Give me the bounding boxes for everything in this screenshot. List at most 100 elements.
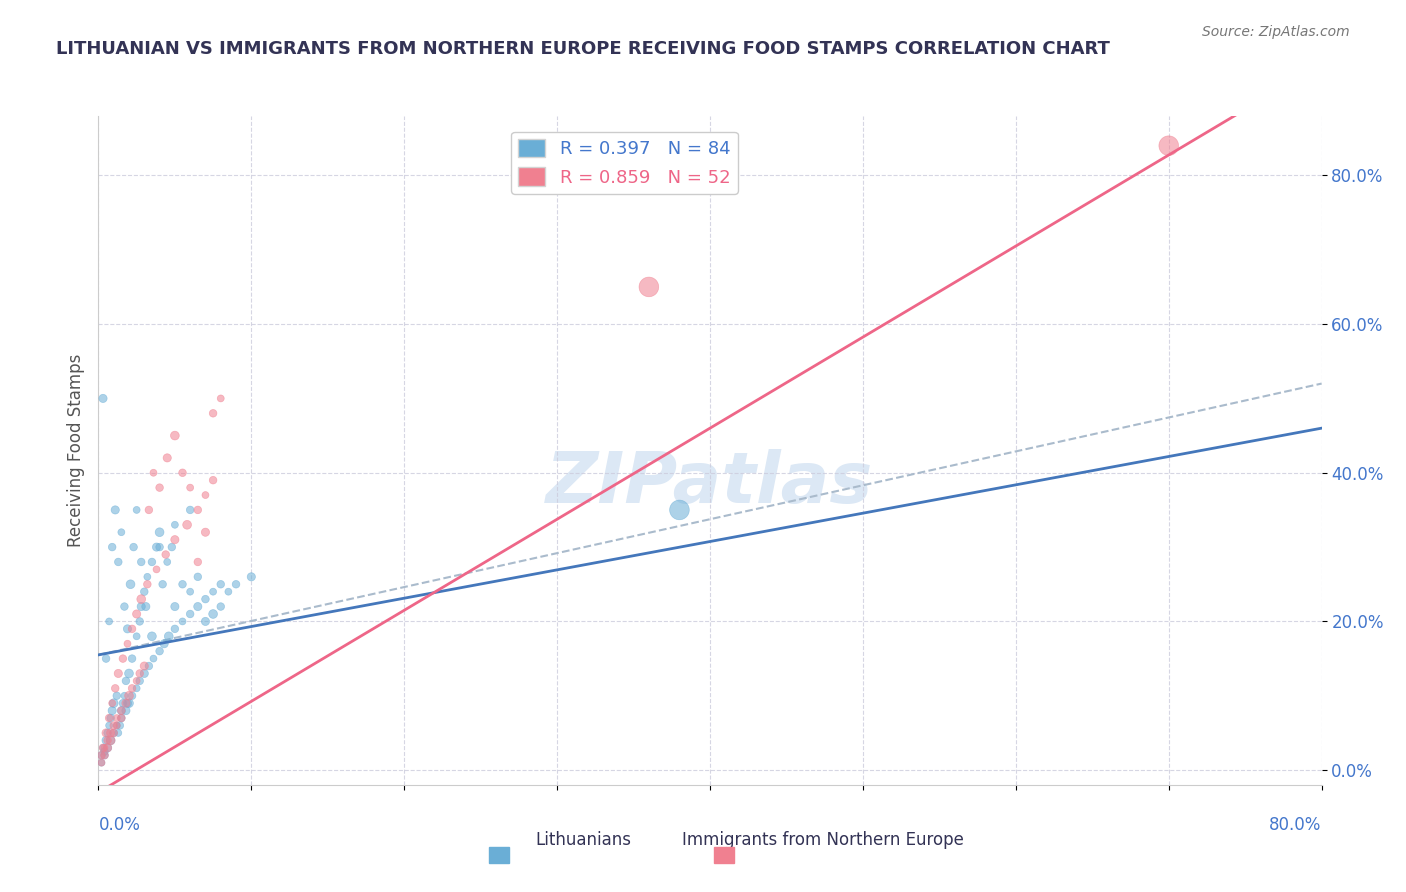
Point [187,555,209,569]
Point [209,577,232,591]
Point [202,607,225,621]
Point [129,599,152,614]
Point [135,599,157,614]
Point [142,651,165,665]
Point [129,592,152,607]
Point [240,570,263,584]
Point [97,726,120,740]
Point [91,740,114,755]
Point [202,473,225,487]
Point [179,607,201,621]
Point [156,450,179,465]
Text: Immigrants from Northern Europe: Immigrants from Northern Europe [682,831,963,849]
Point [1157,138,1180,153]
Point [187,503,209,517]
Point [152,577,174,591]
Point [93,744,115,758]
Point [100,733,122,747]
Point [194,592,217,607]
Point [163,533,186,547]
Point [125,503,148,517]
Point [134,584,156,599]
Point [107,726,129,740]
Point [90,756,112,770]
Point [121,681,143,696]
Point [128,615,150,629]
Text: Lithuanians: Lithuanians [536,831,631,849]
Point [202,406,225,420]
Point [125,607,148,621]
Point [90,748,112,763]
Point [90,756,112,770]
Point [100,733,122,747]
Point [217,584,239,599]
Point [101,540,124,554]
Point [125,673,148,688]
Point [136,577,159,591]
Point [172,466,194,480]
Point [136,570,159,584]
Point [105,718,128,732]
Point [112,599,135,614]
Point [107,555,129,569]
Point [117,696,139,710]
Point [110,704,132,718]
Point [105,718,128,732]
Point [149,525,172,540]
Point [118,666,141,681]
Point [101,704,124,718]
Point [121,622,143,636]
Point [97,733,120,747]
Point [179,503,201,517]
Point [108,718,131,732]
Point [153,637,176,651]
Point [141,555,163,569]
Point [118,696,141,710]
Point [107,666,129,681]
Point [121,689,143,703]
Point [117,637,139,651]
Point [134,666,156,681]
Point [110,711,132,725]
Point [120,577,142,591]
Point [103,696,125,710]
Point [194,615,217,629]
Point [209,392,232,406]
Point [209,599,232,614]
Point [142,466,165,480]
Point [149,481,172,495]
Point [122,540,145,554]
Point [103,726,125,740]
Point [125,681,148,696]
Point [163,517,186,532]
Point [118,689,141,703]
Point [163,622,186,636]
Point [179,481,201,495]
Point [98,718,121,732]
Point [145,540,167,554]
Point [110,711,132,725]
Point [225,577,247,591]
Point [111,651,134,665]
Point [105,711,128,725]
Text: Source: ZipAtlas.com: Source: ZipAtlas.com [1202,25,1350,39]
Point [93,748,115,763]
Point [97,740,120,755]
Point [94,733,117,747]
Point [115,673,138,688]
Point [141,629,163,643]
Point [100,726,122,740]
Point [101,696,124,710]
Point [100,711,122,725]
Point [128,673,150,688]
Point [138,503,160,517]
Point [194,488,217,502]
Text: LITHUANIAN VS IMMIGRANTS FROM NORTHERN EUROPE RECEIVING FOOD STAMPS CORRELATION : LITHUANIAN VS IMMIGRANTS FROM NORTHERN E… [56,40,1111,58]
Legend: R = 0.397   N = 84, R = 0.859   N = 52: R = 0.397 N = 84, R = 0.859 N = 52 [512,132,738,194]
Point [103,718,125,732]
Point [149,540,172,554]
Point [105,689,128,703]
Point [103,726,125,740]
Point [157,629,180,643]
Point [98,711,121,725]
